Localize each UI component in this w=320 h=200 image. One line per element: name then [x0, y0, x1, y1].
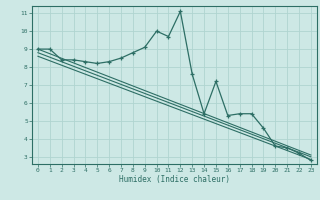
- X-axis label: Humidex (Indice chaleur): Humidex (Indice chaleur): [119, 175, 230, 184]
